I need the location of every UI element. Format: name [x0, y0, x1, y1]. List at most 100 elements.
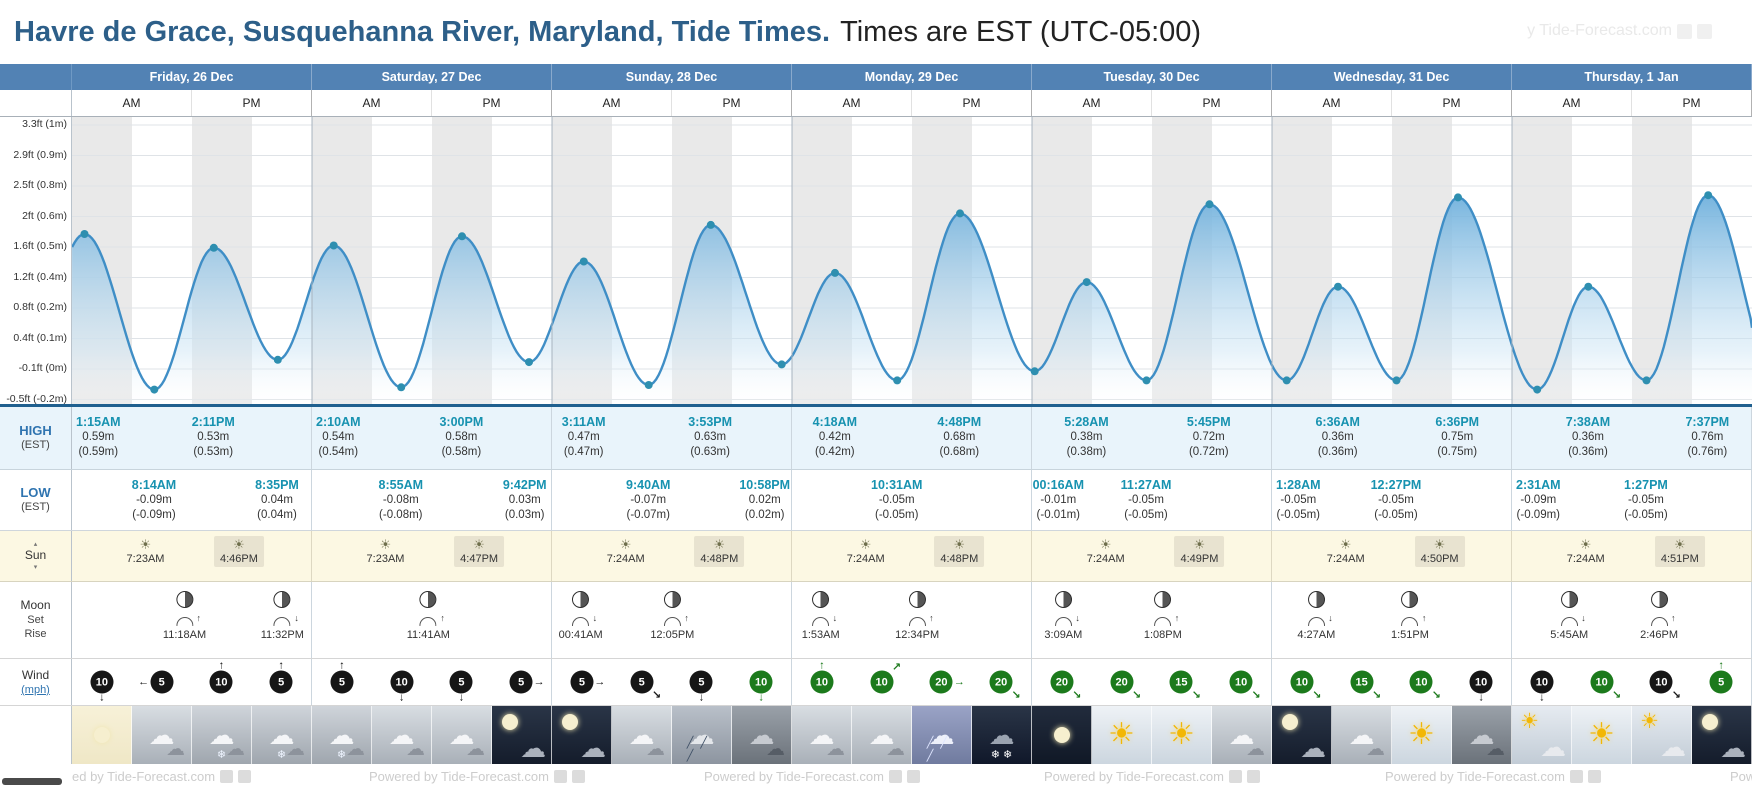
footer-powered-by-link[interactable]: Powered by Tide-Forecast.com — [704, 769, 920, 784]
high-tide-event: 6:36PM 0.75m (0.75m) — [1435, 414, 1479, 460]
sun-icon: ☀ — [1640, 710, 1659, 733]
day-cell-high: 7:38AM 0.36m (0.36m) 7:37PM 0.76m (0.76m) — [1512, 407, 1752, 469]
moon-phase-icon — [572, 591, 590, 608]
cloud-icon: ☁ — [748, 720, 775, 750]
moon-rise-arc-icon: ↑ — [1154, 613, 1179, 626]
high-tide-event: 1:15AM 0.59m (0.59m) — [76, 414, 120, 460]
sunset-icon: ☀ — [953, 537, 966, 552]
weather-tile-snow: ☁ ☁ ❄ — [252, 706, 312, 764]
day-cell-wind: 10 ↘ 15 ↘ 10 ↘ 10 ↓ — [1272, 659, 1512, 705]
high-tide-event: 3:53PM 0.63m (0.63m) — [688, 414, 732, 460]
tide-time: 2:31AM — [1516, 478, 1561, 492]
low-tide-event: 1:27PM -0.05m (-0.05m) — [1624, 477, 1668, 523]
day-cell-moon: ↓ 00:41AM ↑ 12:05PM — [552, 582, 792, 658]
moon-phase-icon — [1401, 591, 1419, 608]
day-cell-high: 3:11AM 0.47m (0.47m) 3:53PM 0.63m (0.63m) — [552, 407, 792, 469]
tide-height: 0.03m — [508, 494, 541, 507]
high-tide-event: 4:18AM 0.42m (0.42m) — [813, 414, 857, 460]
sunset-icon: ☀ — [1433, 537, 1446, 552]
horizontal-scrollbar-thumb[interactable] — [2, 778, 62, 785]
day-cell-high: 4:18AM 0.42m (0.42m) 4:48PM 0.68m (0.68m) — [792, 407, 1032, 469]
tide-extreme-dot — [1142, 376, 1151, 385]
weather-tile-sunny: ☀ — [1092, 706, 1152, 764]
cloud-icon: ☁ — [1348, 720, 1375, 750]
moon-set-arrow-icon: ↓ — [592, 613, 598, 623]
moon-rise-event: ↑ 12:05PM — [650, 591, 694, 641]
cloud-icon: ☁ — [808, 720, 835, 750]
tide-time: 7:38AM — [1565, 415, 1611, 429]
sunset-event: ☀ 4:47PM — [454, 536, 505, 567]
wind-speed-value: 10 ↓ — [1469, 670, 1493, 703]
wind-speed-badge: 10 ↘ — [1290, 670, 1321, 701]
low-tide-event: 12:27PM -0.05m (-0.05m) — [1371, 477, 1422, 523]
footer-powered-by-partial[interactable]: Pow — [1730, 769, 1752, 784]
wind-speed-value: 5 ↑ — [269, 660, 293, 694]
tide-time: 9:40AM — [626, 478, 671, 492]
tide-extreme-dot — [273, 355, 282, 364]
tide-height: 0.75m — [1441, 431, 1474, 444]
rise-time: 7:24AM — [1566, 553, 1605, 565]
tide-height-alt: (-0.05m) — [1124, 509, 1168, 522]
set-time: 4:47PM — [460, 553, 499, 565]
moon-set-arrow-icon: ↓ — [832, 613, 838, 623]
tide-height: -0.05m — [1128, 494, 1164, 507]
footer-powered-by-link[interactable]: Powered by Tide-Forecast.com — [1044, 769, 1260, 784]
footer-powered-by-link[interactable]: Powered by Tide-Forecast.com — [1385, 769, 1601, 784]
wind-direction-arrow-icon: ↘ — [1131, 689, 1142, 702]
mph-unit-link[interactable]: (mph) — [21, 683, 50, 696]
day-cell-sun: ☀ 7:23AM ☀ 4:46PM — [72, 531, 312, 581]
moon-phase-icon — [1054, 591, 1072, 608]
moon-rise-arrow-icon: ↑ — [1174, 613, 1180, 623]
sunset-event: ☀ 4:50PM — [1414, 536, 1465, 567]
snowflake-icon: ❄ ❄ — [990, 749, 1013, 761]
tide-height-alt: (0.75m) — [1437, 446, 1478, 459]
sun-row: ▴ Sun ▾ ☀ 7:23AM ☀ 4:46PM ☀ 7:23AM ☀ 4:47PM ☀ 7:2… — [0, 531, 1752, 582]
tide-extreme-dot — [1642, 376, 1651, 385]
tide-height-alt: (0.53m) — [193, 446, 234, 459]
sunset-icon: ☀ — [713, 537, 726, 552]
day-header: Thursday, 1 Jan — [1512, 64, 1752, 90]
low-tide-event: 10:31AM -0.05m (-0.05m) — [871, 477, 922, 523]
rise-time: 7:23AM — [126, 553, 165, 565]
low-tide-event: 11:27AM -0.05m (-0.05m) — [1121, 477, 1172, 523]
tide-height: 0.53m — [197, 431, 230, 444]
moon-rise-arrow-icon: ↑ — [1421, 613, 1427, 623]
weather-tile-cloudy: ☁ ☁ — [1332, 706, 1392, 764]
wind-speed-value: 10 ↗ — [870, 662, 901, 694]
day-cell-high: 5:28AM 0.38m (0.38m) 5:45PM 0.72m (0.72m) — [1032, 407, 1272, 469]
sunset-arrow-icon: ▾ — [33, 563, 38, 571]
moon-rise-time: 1:51PM — [1390, 629, 1429, 641]
cloud-icon: ☁ — [268, 720, 295, 750]
tide-height-alt: (-0.05m) — [1624, 509, 1668, 522]
weather-tile-cloudy: ☁ ☁ — [372, 706, 432, 764]
y-axis-label: 2.9ft (0.9m) — [13, 148, 67, 161]
day-cell-sun: ☀ 7:24AM ☀ 4:50PM — [1272, 531, 1512, 581]
weather-tile-night-snow: ☁ ❄ ❄ — [972, 706, 1032, 764]
footer-powered-by-link[interactable]: ed by Tide-Forecast.com — [72, 769, 252, 784]
tide-height-alt: (-0.01m) — [1036, 509, 1081, 522]
rise-time: 7:24AM — [606, 553, 645, 565]
footer-powered-by-text: Powered by Tide-Forecast.com — [704, 769, 884, 784]
wind-speed-badge: 10 ↓ — [90, 670, 114, 703]
tide-height-alt: (0.76m) — [1687, 446, 1728, 459]
low-tide-event: 1:28AM -0.05m (-0.05m) — [1276, 477, 1320, 523]
sunset-icon: ☀ — [233, 537, 245, 552]
tide-height: -0.05m — [1280, 494, 1317, 507]
sunrise-event: ☀ 7:24AM — [1561, 536, 1611, 567]
page-footer: ed by Tide-Forecast.com Powered by Tide-F… — [0, 764, 1752, 787]
tide-height: 0.36m — [1572, 431, 1604, 444]
app-badge-icon — [553, 770, 567, 783]
footer-powered-by-link[interactable]: Powered by Tide-Forecast.com — [369, 769, 585, 784]
footer-powered-by-text: Powered by Tide-Forecast.com — [369, 769, 549, 784]
day-cell-high: 1:15AM 0.59m (0.59m) 2:11PM 0.53m (0.53m) — [72, 407, 312, 469]
cloud-icon: ☁ — [928, 720, 955, 750]
wind-direction-arrow-icon: ↑ — [819, 659, 825, 672]
sunrise-icon: ☀ — [139, 537, 152, 552]
day-cell-moon: ↓ 5:45AM ↑ 2:46PM — [1512, 582, 1752, 658]
low-tide-event: 2:31AM -0.09m (-0.09m) — [1516, 477, 1560, 523]
watermark-text: y Tide-Forecast.com — [1527, 22, 1672, 39]
y-axis-label: -0.1ft (0m) — [18, 362, 67, 374]
day-header: Monday, 29 Dec — [792, 64, 1032, 90]
day-header: Tuesday, 30 Dec — [1032, 64, 1272, 90]
wind-speed-badge: 10 ↓ — [1530, 670, 1554, 703]
